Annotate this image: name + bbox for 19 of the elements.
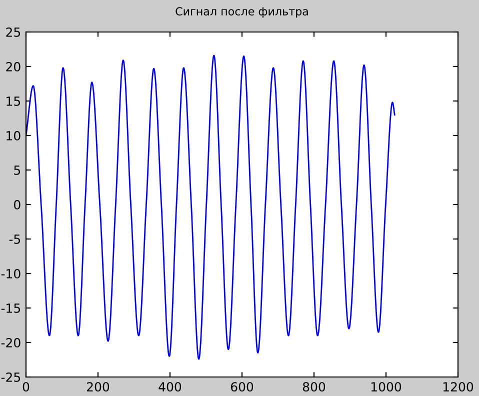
y-tick-label: -25: [1, 372, 20, 382]
chart-title: Сигнал после фильтра: [176, 7, 308, 18]
y-tick-label: 25: [6, 27, 20, 37]
y-tick-label: -15: [1, 304, 20, 313]
y-tick-label: -20: [1, 338, 20, 348]
y-tick-label: 15: [6, 96, 20, 106]
y-tick-label: 10: [6, 130, 20, 140]
x-tick-label: 400: [158, 382, 182, 392]
x-tick-label: 1200: [443, 382, 474, 392]
x-tick-label: 0: [22, 382, 30, 392]
y-tick-label: -5: [9, 234, 20, 244]
y-tick-label: 20: [6, 62, 20, 72]
x-tick-label: 1000: [371, 382, 402, 392]
y-tick-label: -10: [1, 268, 20, 278]
y-tick-label: 0: [14, 200, 20, 210]
y-tick-label: 5: [14, 166, 20, 175]
x-tick-label: 800: [302, 382, 326, 392]
x-tick-label: 200: [86, 382, 110, 392]
x-tick-label: 600: [230, 382, 254, 392]
